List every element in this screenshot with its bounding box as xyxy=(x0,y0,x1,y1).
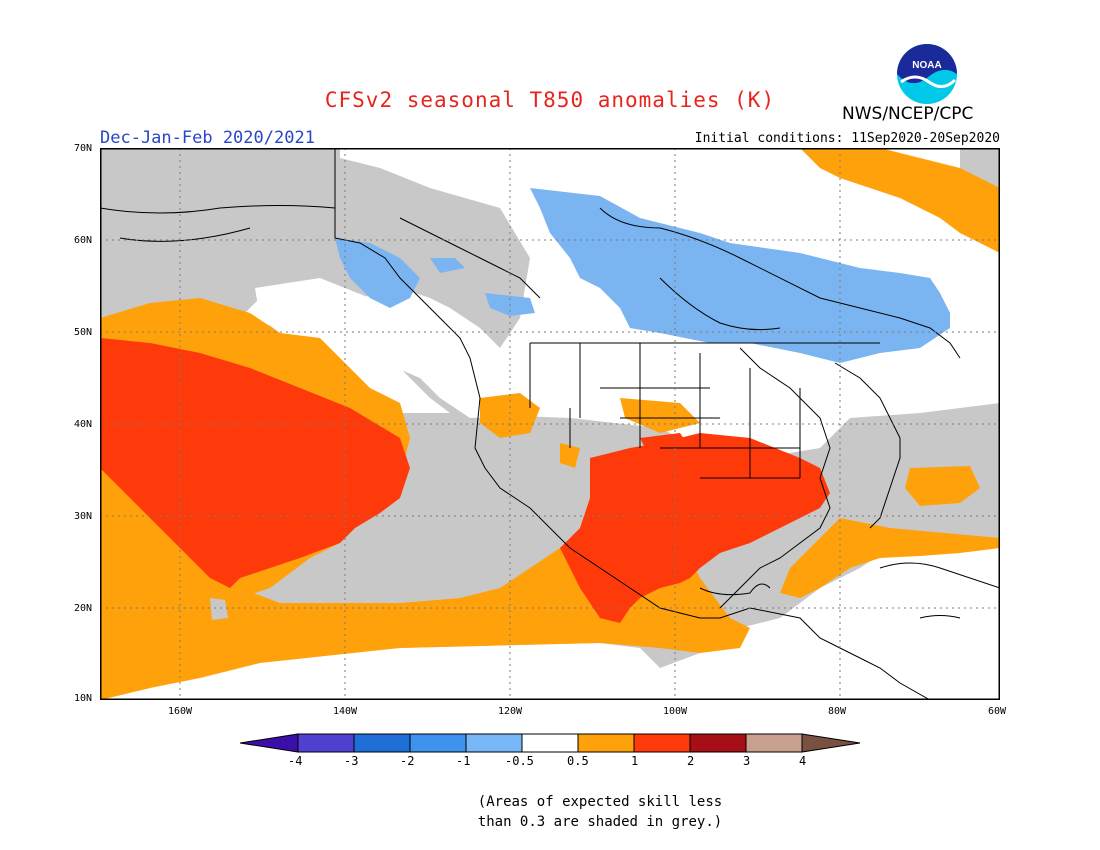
skill-note-line-1: (Areas of expected skill less xyxy=(477,794,723,810)
colorbar-segment xyxy=(577,733,635,753)
season-label: Dec-Jan-Feb 2020/2021 xyxy=(100,128,315,148)
lat-label: 20N xyxy=(74,603,93,614)
chart-title: CFSv2 seasonal T850 anomalies (K) xyxy=(324,88,776,112)
colorbar-segment-upper-arrow xyxy=(801,733,861,753)
skill-note-line-2: than 0.3 are shaded in grey.) xyxy=(477,814,723,830)
lat-label: 40N xyxy=(74,419,93,430)
colorbar-label: 0.5 xyxy=(567,754,589,768)
noaa-logo-icon: NOAA xyxy=(897,44,957,104)
colorbar-label: -1 xyxy=(456,754,471,768)
anomaly-map xyxy=(100,148,1000,700)
agency-label: NWS/NCEP/CPC xyxy=(842,104,974,124)
colorbar-label: 1 xyxy=(631,754,639,768)
colorbar-segment xyxy=(521,733,579,753)
below-normal-region xyxy=(335,188,950,363)
lat-label: 60N xyxy=(74,235,93,246)
lon-label: 160W xyxy=(168,706,193,717)
lon-label: 80W xyxy=(828,706,847,717)
colorbar-label: 2 xyxy=(687,754,695,768)
initial-conditions-label: Initial conditions: 11Sep2020-20Sep2020 xyxy=(694,131,1000,146)
logo-text: NOAA xyxy=(912,60,941,71)
lat-label: 30N xyxy=(74,511,93,522)
graticule xyxy=(100,148,1000,700)
colorbar-label: 4 xyxy=(799,754,807,768)
colorbar-label: -3 xyxy=(344,754,359,768)
lat-label: 10N xyxy=(74,693,93,704)
lat-label: 70N xyxy=(74,143,93,154)
colorbar-segment xyxy=(633,733,691,753)
lon-label: 140W xyxy=(333,706,358,717)
strongly-above-normal-regions xyxy=(100,338,830,623)
lon-label: 100W xyxy=(663,706,688,717)
lon-label: 60W xyxy=(988,706,1007,717)
colorbar-segment xyxy=(297,733,355,753)
lat-label: 50N xyxy=(74,327,93,338)
hawaii-islands xyxy=(210,598,228,620)
colorbar-segment xyxy=(409,733,467,753)
colorbar-label: -2 xyxy=(400,754,415,768)
colorbar xyxy=(240,733,861,753)
colorbar-segment xyxy=(745,733,803,753)
colorbar-segment-lower-arrow xyxy=(240,733,299,753)
colorbar-label: -0.5 xyxy=(505,754,534,768)
lon-label: 120W xyxy=(498,706,523,717)
colorbar-segment xyxy=(353,733,411,753)
skill-note: (Areas of expected skill less than 0.3 a… xyxy=(420,792,780,832)
colorbar-segment xyxy=(465,733,523,753)
map-frame xyxy=(100,148,1000,700)
coastlines xyxy=(100,148,1000,700)
colorbar-label: 3 xyxy=(743,754,751,768)
colorbar-segment xyxy=(689,733,747,753)
colorbar-label: -4 xyxy=(288,754,303,768)
